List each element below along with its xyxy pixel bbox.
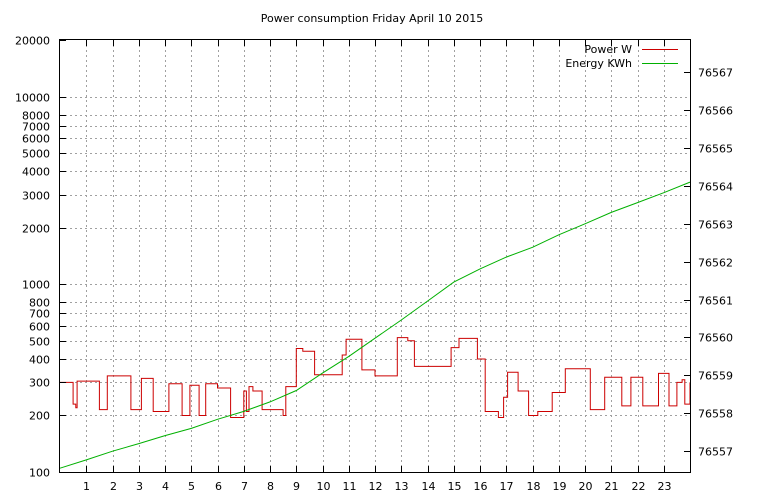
- legend: Power W Energy KWh: [565, 43, 678, 70]
- x-tick-label: 14: [422, 480, 436, 493]
- chart-title: Power consumption Friday April 10 2015: [261, 12, 483, 25]
- x-tick-label: 15: [448, 480, 462, 493]
- axis-ticks: [60, 40, 690, 473]
- x-tick-label: 23: [658, 480, 672, 493]
- y-right-tick-label: 76563: [698, 219, 733, 232]
- y-right-tick-label: 76564: [698, 181, 733, 194]
- x-tick-label: 4: [162, 480, 169, 493]
- x-tick-label: 5: [188, 480, 195, 493]
- x-tick-label: 1: [83, 480, 90, 493]
- x-tick-label: 8: [267, 480, 274, 493]
- y-left-tick-label: 100: [29, 467, 50, 480]
- x-tick-label: 13: [395, 480, 409, 493]
- x-tick-label: 19: [553, 480, 567, 493]
- x-tick-label: 6: [215, 480, 222, 493]
- y-left-tick-label: 8000: [22, 110, 50, 123]
- y-right-tick-label: 76567: [698, 67, 733, 80]
- x-tick-label: 12: [369, 480, 383, 493]
- x-tick-label: 10: [317, 480, 331, 493]
- x-tick-label: 2: [110, 480, 117, 493]
- y-right-tick-label: 76560: [698, 332, 733, 345]
- y-left-tick-label: 400: [29, 354, 50, 367]
- series-layer: [59, 181, 691, 469]
- y-left-tick-label: 700: [29, 308, 50, 321]
- y-right-tick-label: 76566: [698, 105, 733, 118]
- y-left-tick-label: 10000: [15, 92, 50, 105]
- x-tick-label: 21: [605, 480, 619, 493]
- y-right-tick-label: 76565: [698, 143, 733, 156]
- x-tick-label: 16: [474, 480, 488, 493]
- series-line-power-w: [60, 337, 691, 418]
- y-right-tick-label: 76558: [698, 408, 733, 421]
- y-right-tick-label: 76557: [698, 446, 733, 459]
- x-tick-labels: 1 2 3 4 5 6 7 8 9 10 11 12 13 14 15 16 17 18 19 20 21 22 23: [83, 480, 672, 493]
- y-left-tick-label: 6000: [22, 133, 50, 146]
- legend-label-energy: Energy KWh: [565, 57, 632, 70]
- y-right-tick-label: 76559: [698, 370, 733, 383]
- x-tick-label: 11: [343, 480, 357, 493]
- plot-frame: [59, 39, 691, 473]
- legend-label-power: Power W: [584, 43, 632, 56]
- x-tick-label: 22: [632, 480, 646, 493]
- x-tick-label: 3: [136, 480, 143, 493]
- y-left-tick-label: 200: [29, 410, 50, 423]
- y-left-tick-label: 7000: [22, 121, 50, 134]
- series-line-energy-kwh: [59, 181, 691, 469]
- y-left-tick-label: 300: [29, 377, 50, 390]
- y-left-tick-label: 5000: [22, 148, 50, 161]
- x-tick-label: 7: [241, 480, 248, 493]
- y-left-tick-label: 800: [29, 297, 50, 310]
- y-left-tick-label: 500: [29, 336, 50, 349]
- grid-lines: [60, 40, 690, 472]
- y-right-tick-label: 76561: [698, 295, 733, 308]
- x-tick-label: 20: [579, 480, 593, 493]
- x-tick-label: 18: [527, 480, 541, 493]
- y-left-tick-label: 2000: [22, 223, 50, 236]
- y-left-tick-label: 600: [29, 321, 50, 334]
- x-tick-label: 17: [500, 480, 514, 493]
- y-left-tick-label: 1000: [22, 279, 50, 292]
- y-left-tick-label: 20000: [15, 35, 50, 48]
- x-tick-label: 9: [293, 480, 300, 493]
- y-left-tick-label: 3000: [22, 190, 50, 203]
- y-right-tick-label: 76562: [698, 257, 733, 270]
- y-right-tick-labels: 76557 76558 76559 76560 76561 76562 76563 76564…: [698, 67, 733, 459]
- y-left-tick-label: 4000: [22, 166, 50, 179]
